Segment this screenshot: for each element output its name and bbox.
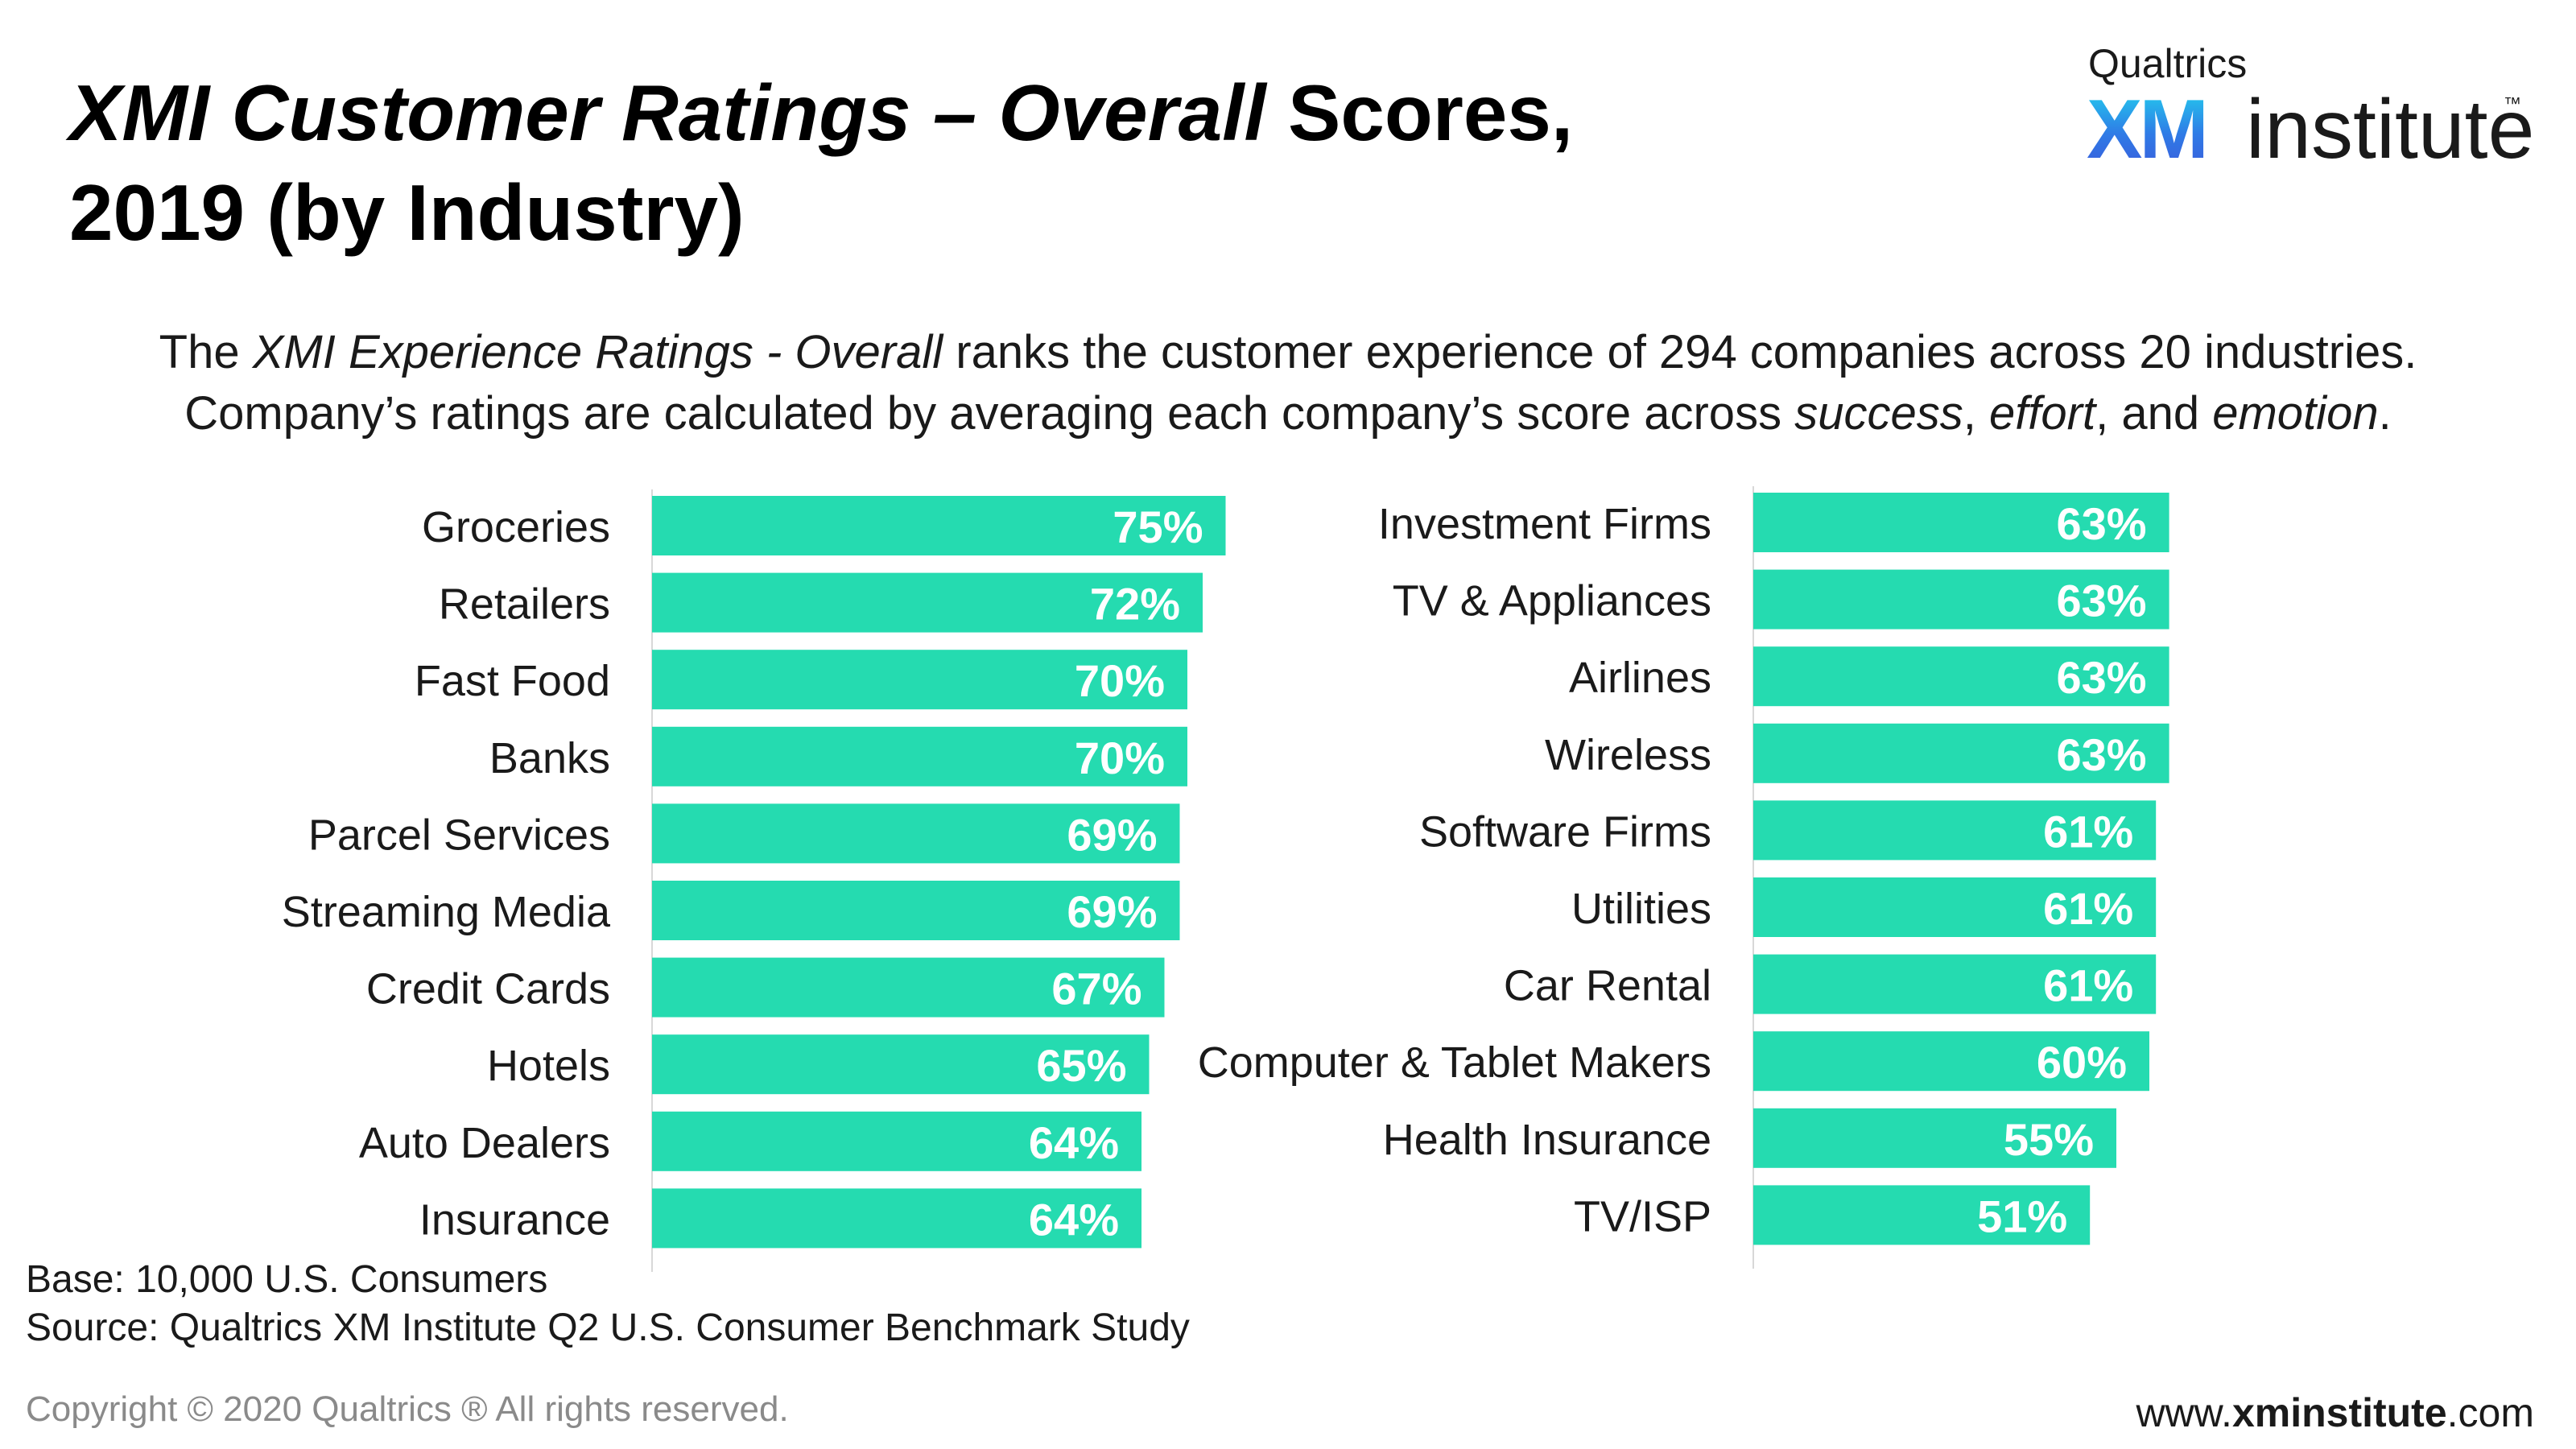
data-label: 60% xyxy=(2037,1037,2127,1088)
bar xyxy=(1753,646,2169,707)
footer-base: Base: 10,000 U.S. Consumers xyxy=(26,1258,548,1301)
bar xyxy=(1753,1185,2091,1245)
data-label: 75% xyxy=(1113,502,1203,552)
bar xyxy=(652,803,1180,864)
data-label: 70% xyxy=(1075,733,1165,783)
desc-text: , xyxy=(1963,387,1989,440)
category-label: Groceries xyxy=(422,503,610,551)
data-label: 64% xyxy=(1029,1194,1119,1245)
bar xyxy=(1753,569,2169,630)
category-label: Parcel Services xyxy=(308,811,610,859)
title-italic: XMI Customer Ratings – Overall xyxy=(69,68,1266,157)
data-label: 61% xyxy=(2043,960,2133,1011)
category-label: Hotels xyxy=(487,1042,610,1090)
data-label: 69% xyxy=(1067,886,1157,937)
bar xyxy=(652,572,1203,633)
category-label: Airlines xyxy=(1569,654,1711,702)
desc-italic: XMI Experience Ratings - Overall xyxy=(252,326,943,378)
desc-text: . xyxy=(2378,387,2392,440)
desc-text: Company’s ratings are calculated by aver… xyxy=(184,387,1795,440)
category-label: Retailers xyxy=(439,580,610,629)
bar xyxy=(1753,877,2157,937)
bar xyxy=(652,650,1187,710)
category-label: Computer & Tablet Makers xyxy=(1198,1038,1711,1087)
bar xyxy=(652,881,1180,940)
bar xyxy=(1753,954,2157,1014)
category-label: Software Firms xyxy=(1419,807,1711,856)
category-label: Fast Food xyxy=(415,657,610,705)
bar xyxy=(652,957,1165,1018)
data-label: 65% xyxy=(1036,1040,1126,1091)
data-label: 67% xyxy=(1051,964,1141,1014)
category-label: TV/ISP xyxy=(1574,1192,1711,1241)
data-label: 51% xyxy=(1977,1191,2067,1241)
bar xyxy=(1753,800,2157,861)
page-title: XMI Customer Ratings – Overall Scores, 20… xyxy=(69,63,1921,262)
data-label: 63% xyxy=(2057,652,2147,703)
category-label: Utilities xyxy=(1571,885,1711,933)
desc-italic: success xyxy=(1794,387,1963,440)
title-scores: Scores, xyxy=(1265,68,1574,157)
data-label: 69% xyxy=(1067,809,1157,860)
data-label: 63% xyxy=(2057,729,2147,780)
bar xyxy=(1753,493,2169,552)
website-prefix: www. xyxy=(2136,1390,2232,1435)
desc-text: ranks the customer experience of 294 com… xyxy=(943,326,2417,378)
logo-brand: Qualtrics xyxy=(2088,41,2248,86)
desc-italic: effort xyxy=(1988,387,2096,440)
description: The XMI Experience Ratings - Overall ran… xyxy=(32,322,2544,444)
bar xyxy=(1753,1108,2116,1168)
data-label: 61% xyxy=(2043,806,2133,857)
footer-source: Source: Qualtrics XM Institute Q2 U.S. C… xyxy=(26,1307,1190,1349)
logo-xm: XM xyxy=(2087,83,2209,176)
bar xyxy=(1753,723,2169,783)
bar xyxy=(652,726,1187,786)
category-label: Investment Firms xyxy=(1378,500,1711,548)
category-label: Insurance xyxy=(419,1195,610,1244)
data-label: 63% xyxy=(2057,498,2147,549)
data-label: 61% xyxy=(2043,883,2133,934)
website-suffix: .com xyxy=(2446,1390,2534,1435)
category-label: Car Rental xyxy=(1504,962,1711,1010)
logo-institute: institute xyxy=(2246,83,2535,176)
bar xyxy=(652,1188,1141,1249)
title-line2: 2019 (by Industry) xyxy=(69,168,745,257)
bar xyxy=(652,1034,1150,1095)
desc-italic: emotion xyxy=(2212,387,2379,440)
bar xyxy=(652,1111,1141,1171)
data-label: 63% xyxy=(2057,576,2147,626)
copyright: Copyright © 2020 Qualtrics ® All rights … xyxy=(26,1389,789,1429)
data-label: 64% xyxy=(1029,1117,1119,1168)
category-label: Health Insurance xyxy=(1383,1116,1711,1164)
category-label: Credit Cards xyxy=(366,965,610,1013)
category-label: Auto Dealers xyxy=(359,1119,610,1167)
desc-text: , and xyxy=(2095,387,2213,440)
bar xyxy=(652,496,1226,555)
category-label: TV & Appliances xyxy=(1393,577,1711,625)
category-label: Wireless xyxy=(1545,731,1711,779)
desc-text: The xyxy=(159,326,253,378)
category-label: Banks xyxy=(489,734,610,782)
website-domain: xminstitute xyxy=(2231,1390,2447,1435)
data-label: 55% xyxy=(2004,1114,2094,1165)
data-label: 72% xyxy=(1090,579,1180,630)
category-label: Streaming Media xyxy=(282,888,611,936)
website: www.xminstitute.com xyxy=(2136,1389,2534,1436)
bar xyxy=(1753,1031,2149,1092)
data-label: 70% xyxy=(1075,655,1165,706)
logo-trademark: ™ xyxy=(2504,93,2521,114)
